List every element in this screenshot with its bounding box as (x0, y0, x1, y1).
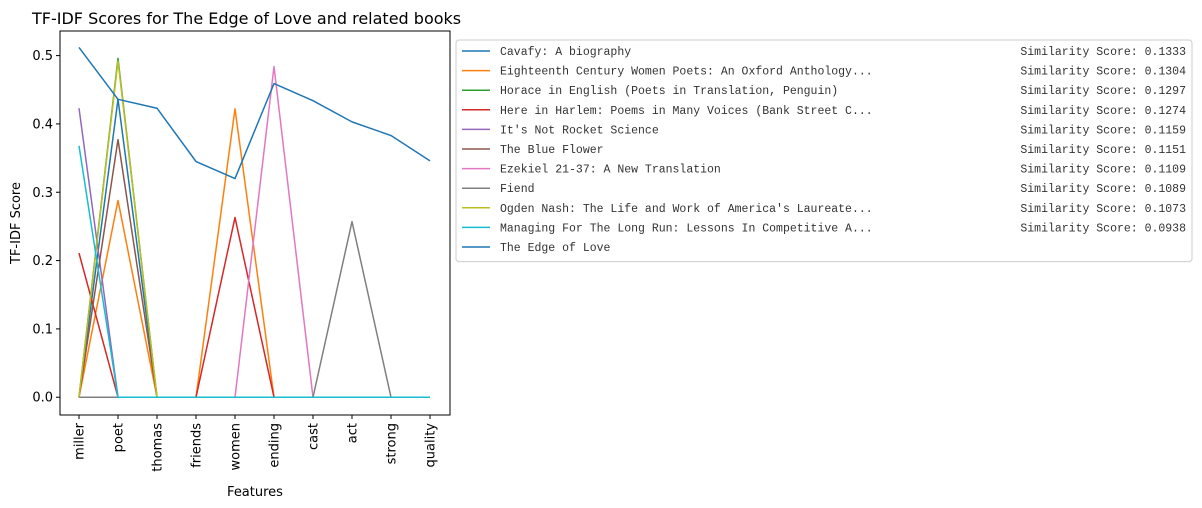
legend-entry-score: Similarity Score: 0.1333 (1020, 46, 1186, 59)
legend-entry-score: Similarity Score: 0.0938 (1020, 222, 1186, 235)
legend-entry-name: Ogden Nash: The Life and Work of America… (500, 203, 873, 216)
series-line-9 (78, 145, 430, 398)
y-tick-label: 0.4 (32, 117, 53, 132)
y-tick-label: 0.1 (32, 322, 53, 337)
x-axis: miller poet thomas friends women ending cast ac… (73, 415, 439, 472)
legend-entry-name: Fiend (500, 183, 535, 196)
y-axis: 0.0 0.1 0.2 0.3 0.4 0.5 (32, 49, 60, 406)
x-tick-label: miller (73, 422, 88, 459)
x-tick-label: act (346, 423, 361, 443)
legend-entry-name: Managing For The Long Run: Lessons In Co… (500, 222, 873, 235)
series-line-10 (78, 46, 431, 180)
x-tick-label: thomas (151, 423, 166, 472)
legend-entry-name: The Edge of Love (500, 242, 611, 255)
series-line-1 (78, 108, 430, 398)
plot-area (78, 46, 431, 398)
legend: Cavafy: A biography Similarity Score: 0.1… (455, 39, 1193, 263)
legend-entry-score: Similarity Score: 0.1073 (1020, 203, 1186, 216)
x-axis-label: Features (227, 485, 283, 500)
legend-entry-score: Similarity Score: 0.1109 (1020, 164, 1186, 177)
y-tick-label: 0.3 (32, 186, 53, 201)
y-tick-label: 0.2 (32, 254, 53, 269)
legend-entry-name: Ezekiel 21-37: A New Translation (500, 164, 721, 177)
legend-entry-score: Similarity Score: 0.1089 (1020, 183, 1186, 196)
legend-entry-score: Similarity Score: 0.1297 (1020, 85, 1186, 98)
legend-entry-score: Similarity Score: 0.1159 (1020, 124, 1186, 137)
x-tick-label: poet (112, 423, 127, 452)
x-tick-label: cast (307, 423, 322, 450)
chart-title: TF-IDF Scores for The Edge of Love and r… (31, 9, 461, 28)
legend-entry-name: It's Not Rocket Science (500, 124, 659, 137)
x-tick-label: strong (385, 423, 400, 464)
plot-frame (59, 30, 451, 416)
legend-entry-score: Similarity Score: 0.1304 (1020, 66, 1186, 79)
y-tick-label: 0.0 (32, 391, 53, 406)
legend-frame (455, 39, 1193, 263)
legend-entry-name: Eighteenth Century Women Poets: An Oxfor… (500, 66, 873, 79)
series-line-3 (78, 216, 430, 398)
y-tick-label: 0.5 (32, 49, 53, 64)
legend-entry-score: Similarity Score: 0.1151 (1020, 144, 1186, 157)
x-tick-label: quality (424, 423, 439, 468)
x-tick-label: women (229, 423, 244, 471)
legend-entry-name: Here in Harlem: Poems in Many Voices (Ba… (500, 105, 873, 118)
legend-entry-name: The Blue Flower (500, 144, 604, 157)
legend-entry-name: Horace in English (Poets in Translation,… (500, 85, 838, 98)
legend-entry-score: Similarity Score: 0.1274 (1020, 105, 1186, 118)
y-axis-label: TF-IDF Score (9, 182, 24, 265)
x-tick-label: friends (190, 423, 205, 468)
x-tick-label: ending (268, 423, 283, 468)
legend-entry-name: Cavafy: A biography (500, 46, 631, 59)
